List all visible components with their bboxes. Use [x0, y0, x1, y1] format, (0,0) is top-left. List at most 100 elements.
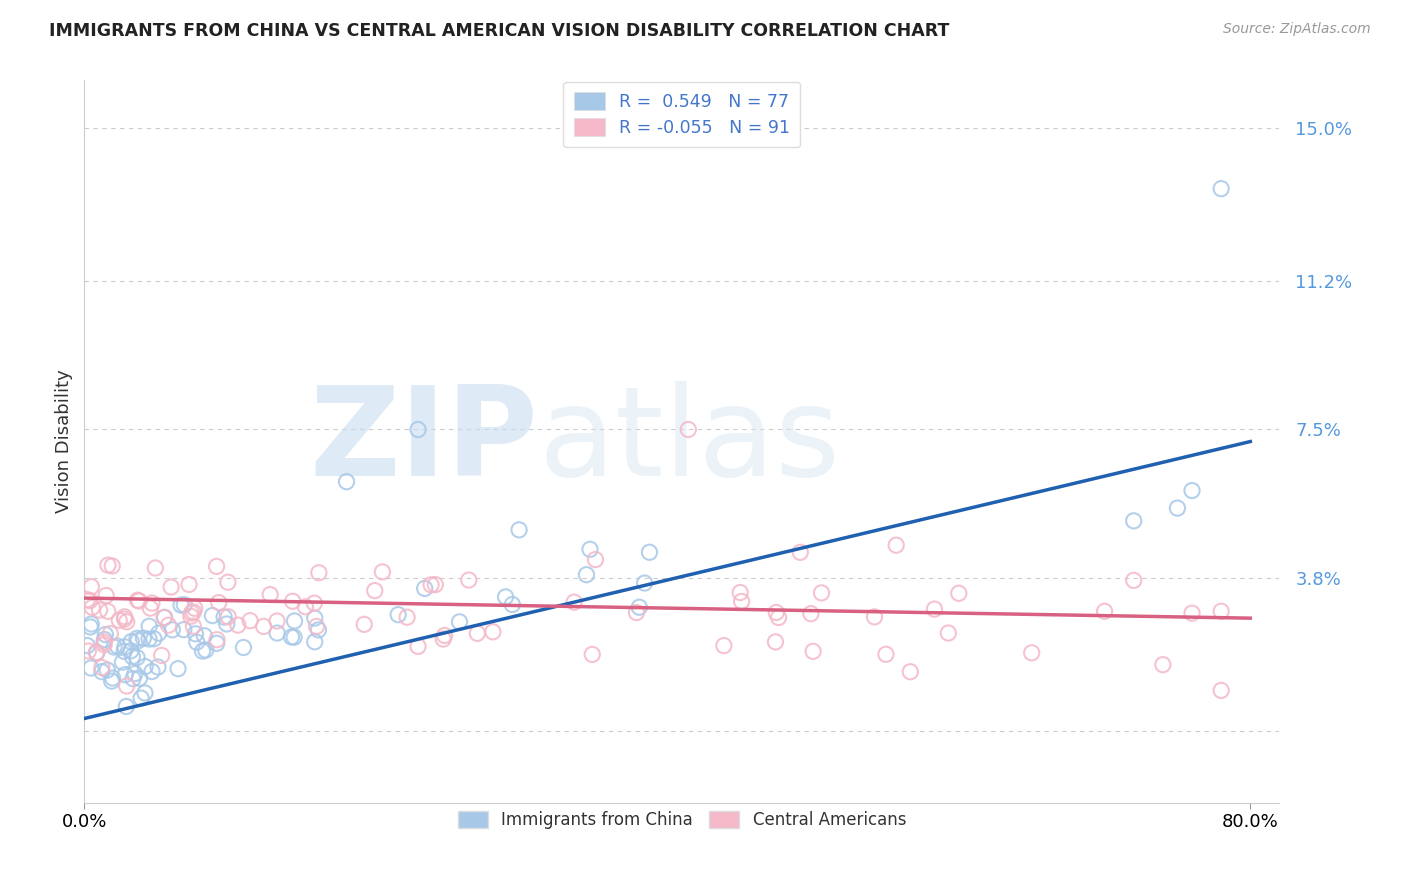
- Point: [162, 623, 184, 637]
- Point: [194, 643, 217, 657]
- Point: [127, 650, 149, 665]
- Point: [125, 632, 148, 646]
- Point: [508, 523, 530, 537]
- Point: [1211, 604, 1233, 618]
- Y-axis label: Vision Disability: Vision Disability: [55, 369, 73, 514]
- Point: [93, 635, 115, 649]
- Point: [205, 559, 228, 574]
- Point: [801, 644, 824, 658]
- Point: [467, 626, 489, 640]
- Point: [134, 686, 156, 700]
- Point: [93, 638, 115, 652]
- Point: [217, 575, 239, 590]
- Point: [232, 640, 254, 655]
- Point: [283, 614, 305, 628]
- Point: [304, 634, 326, 648]
- Point: [186, 635, 208, 649]
- Point: [335, 475, 357, 489]
- Point: [495, 590, 517, 604]
- Point: [191, 644, 214, 658]
- Point: [146, 660, 169, 674]
- Point: [77, 644, 100, 658]
- Point: [1166, 501, 1188, 516]
- Point: [280, 630, 302, 644]
- Point: [294, 599, 316, 614]
- Point: [114, 640, 136, 654]
- Point: [160, 580, 183, 594]
- Point: [82, 600, 104, 615]
- Point: [89, 603, 111, 617]
- Point: [449, 615, 471, 629]
- Point: [406, 423, 429, 437]
- Point: [180, 606, 202, 620]
- Point: [425, 577, 447, 591]
- Point: [768, 610, 790, 624]
- Point: [90, 660, 112, 674]
- Point: [80, 661, 103, 675]
- Point: [305, 619, 328, 633]
- Point: [153, 610, 176, 624]
- Point: [1021, 646, 1043, 660]
- Point: [79, 593, 101, 607]
- Point: [562, 595, 585, 609]
- Point: [193, 629, 215, 643]
- Point: [730, 594, 752, 608]
- Point: [208, 596, 231, 610]
- Point: [387, 607, 409, 622]
- Point: [884, 538, 907, 552]
- Point: [120, 634, 142, 648]
- Point: [184, 627, 207, 641]
- Point: [205, 636, 228, 650]
- Point: [170, 598, 193, 612]
- Point: [93, 632, 115, 647]
- Point: [142, 632, 165, 646]
- Point: [308, 566, 330, 580]
- Text: atlas: atlas: [538, 381, 841, 502]
- Point: [150, 648, 173, 663]
- Point: [1094, 604, 1116, 618]
- Point: [266, 626, 288, 640]
- Point: [638, 545, 661, 559]
- Point: [281, 594, 304, 608]
- Point: [1152, 657, 1174, 672]
- Point: [183, 601, 205, 615]
- Point: [283, 630, 305, 644]
- Point: [105, 639, 128, 653]
- Point: [115, 615, 138, 629]
- Point: [863, 610, 886, 624]
- Point: [115, 699, 138, 714]
- Point: [371, 565, 394, 579]
- Point: [173, 623, 195, 637]
- Point: [581, 648, 603, 662]
- Point: [86, 645, 108, 659]
- Point: [728, 585, 751, 599]
- Point: [304, 611, 326, 625]
- Point: [127, 633, 149, 648]
- Point: [134, 659, 156, 673]
- Point: [948, 586, 970, 600]
- Point: [108, 613, 131, 627]
- Point: [143, 561, 166, 575]
- Point: [132, 631, 155, 645]
- Point: [239, 614, 262, 628]
- Legend: Immigrants from China, Central Americans: Immigrants from China, Central Americans: [450, 803, 914, 838]
- Point: [97, 558, 120, 573]
- Point: [307, 623, 329, 637]
- Point: [1122, 574, 1144, 588]
- Point: [103, 640, 125, 654]
- Point: [585, 552, 607, 566]
- Point: [96, 663, 118, 677]
- Point: [112, 644, 135, 658]
- Point: [114, 612, 136, 626]
- Point: [128, 594, 150, 608]
- Point: [579, 542, 602, 557]
- Point: [432, 632, 454, 646]
- Point: [101, 671, 124, 685]
- Point: [129, 691, 152, 706]
- Point: [114, 609, 136, 624]
- Point: [628, 600, 651, 615]
- Text: IMMIGRANTS FROM CHINA VS CENTRAL AMERICAN VISION DISABILITY CORRELATION CHART: IMMIGRANTS FROM CHINA VS CENTRAL AMERICA…: [49, 22, 949, 40]
- Point: [115, 679, 138, 693]
- Point: [120, 644, 142, 658]
- Point: [96, 589, 118, 603]
